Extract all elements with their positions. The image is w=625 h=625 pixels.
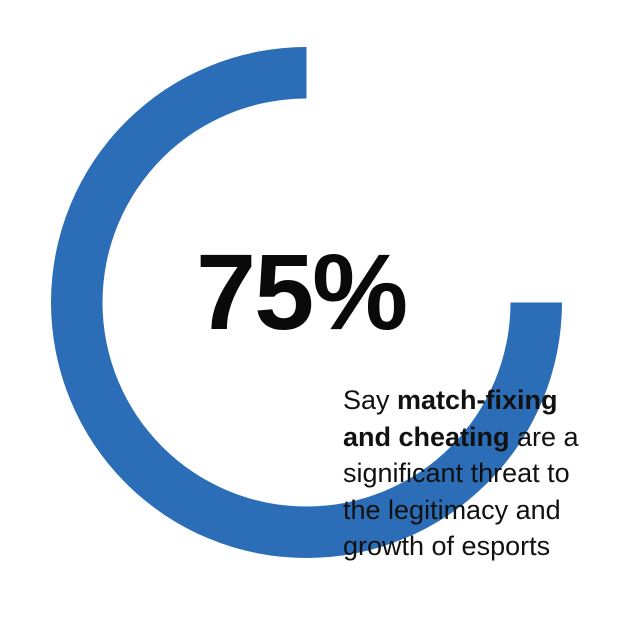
caption-line-1-bold: match-fixing [397, 385, 558, 415]
caption-text: Say match-fixing and cheating are a sign… [343, 382, 613, 565]
caption-line-5-text: growth of esports [343, 531, 551, 561]
caption-line-2-tail: are a [509, 421, 579, 452]
caption-line-4: the legitimacy and [343, 492, 613, 529]
caption-line-1-text: Say [343, 385, 398, 415]
caption-line-1: Say match-fixing [343, 382, 613, 419]
caption-line-3-text: significant threat to [343, 458, 570, 488]
caption-line-5: growth of esports [343, 528, 613, 565]
percentage-value: 75% [196, 231, 408, 352]
caption-line-3: significant threat to [343, 455, 613, 492]
caption-line-2-bold: and cheating [343, 421, 510, 452]
caption-line-4-text: the legitimacy and [343, 494, 561, 525]
caption-line-2: and cheating are a [343, 419, 613, 456]
